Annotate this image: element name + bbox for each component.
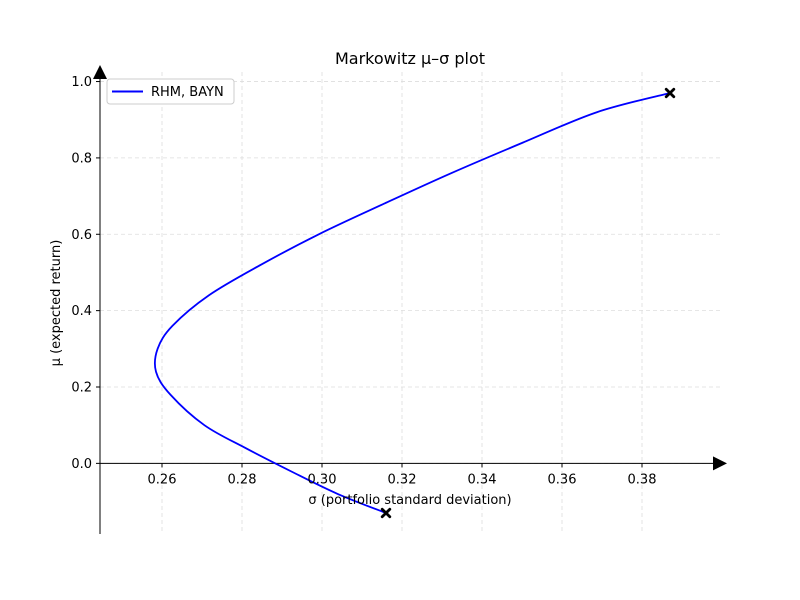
- y-tick-label: 0.0: [71, 457, 92, 472]
- y-tick-label: 0.2: [71, 381, 92, 396]
- x-tick-label: 0.34: [468, 472, 497, 487]
- y-axis-label: μ (expected return): [49, 240, 64, 367]
- x-tick-label: 0.38: [628, 472, 657, 487]
- series-layer: [153, 92, 671, 514]
- x-tick-label: 0.28: [228, 472, 257, 487]
- chart-title: Markowitz μ–σ plot: [335, 49, 485, 68]
- x-axis-label: σ (portfolio standard deviation): [308, 493, 511, 508]
- x-marker: [380, 507, 392, 519]
- efficient-frontier-line: [153, 92, 671, 514]
- x-tick-label: 0.32: [388, 472, 417, 487]
- axes: [93, 65, 727, 534]
- x-marker: [664, 87, 676, 99]
- y-tick-label: 0.8: [71, 151, 92, 166]
- marker-layer: [380, 87, 676, 519]
- y-tick-label: 0.6: [71, 228, 92, 243]
- x-marker-stroke: [664, 87, 676, 99]
- legend-box: [106, 78, 235, 105]
- x-marker-stroke: [380, 507, 392, 519]
- legend-label: RHM, BAYN: [151, 85, 224, 100]
- x-tick-label: 0.30: [308, 472, 337, 487]
- y-tick-label: 0.4: [71, 304, 92, 319]
- grid: [100, 72, 720, 534]
- y-axis-arrow: [93, 65, 107, 79]
- x-tick-label: 0.26: [148, 472, 177, 487]
- x-tick-label: 0.36: [548, 472, 577, 487]
- x-axis-arrow: [713, 456, 727, 471]
- tick-layer: 0.26 0.28 0.30 0.32 0.34 0.36 0.38 0.0 0.2 0.4 0.6…: [71, 75, 656, 487]
- legend: RHM, BAYN: [106, 78, 235, 105]
- y-tick-label: 1.0: [71, 75, 92, 90]
